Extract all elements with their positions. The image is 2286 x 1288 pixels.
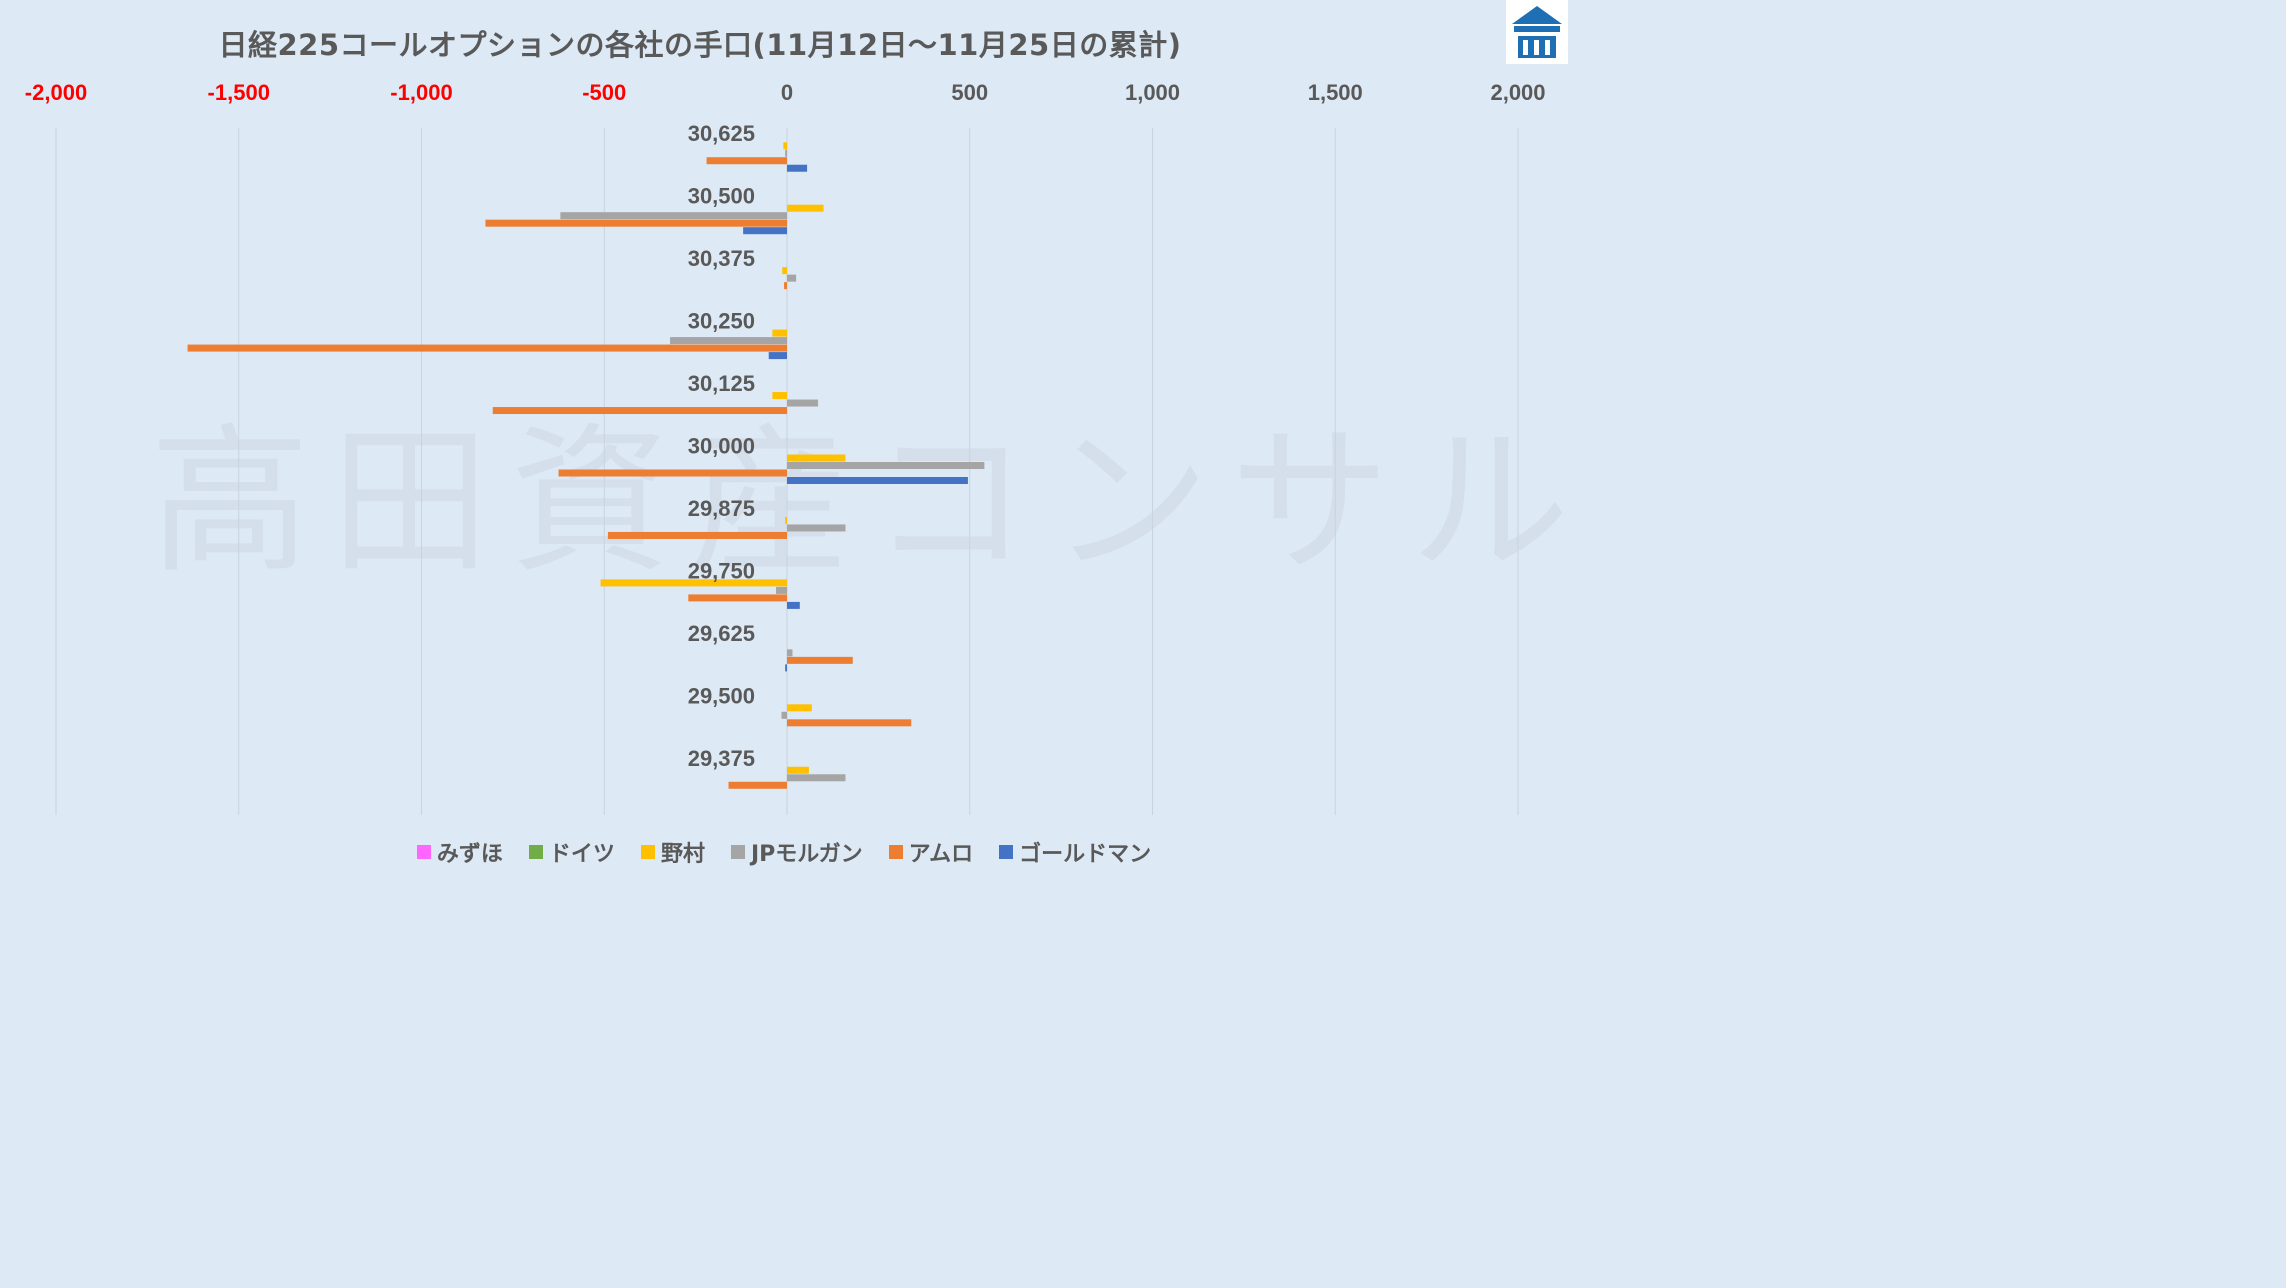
bar-野村 [783,142,787,150]
bar-JPモルガン [787,462,985,469]
legend-item: 野村 [640,836,705,868]
legend-item: みずほ [416,836,503,868]
bar-JPモルガン [787,774,846,782]
bar-JPモルガン [787,399,819,407]
bar-アムロ [558,469,787,477]
category-label: 30,250 [688,309,755,334]
x-tick-label: 0 [781,80,793,105]
bar-アムロ [784,282,787,290]
bar-野村 [787,766,809,774]
legend-swatch [730,845,745,859]
legend-swatch [999,845,1014,859]
legend-label: JPモルガン [750,842,863,867]
category-label: 29,625 [688,621,755,646]
category-label: 29,750 [688,558,755,583]
x-tick-label: -500 [582,80,626,105]
bar-ゴールドマン [785,664,787,672]
legend-label: ゴールドマン [1019,842,1152,867]
bar-JPモルガン [781,711,787,719]
legend-item: アムロ [888,836,974,868]
bar-ゴールドマン [743,227,787,235]
bar-アムロ [485,219,787,227]
bar-JPモルガン [787,524,846,532]
bar-JPモルガン [787,274,797,282]
bar-アムロ [492,407,787,415]
category-label: 30,500 [688,184,755,209]
bar-アムロ [706,157,787,165]
legend-swatch [640,845,655,859]
category-label: 29,875 [688,496,755,521]
legend-item: ドイツ [528,836,615,868]
bar-ゴールドマン [787,601,800,609]
x-tick-label: 500 [951,80,988,105]
category-label: 30,625 [688,121,755,146]
bar-アムロ [787,719,912,727]
bar-野村 [787,454,846,462]
bar-JPモルガン [560,212,787,220]
bar-JPモルガン [670,337,787,345]
bar-JPモルガン [787,649,793,657]
bar-野村 [782,267,787,275]
bar-アムロ [688,594,787,602]
chart-title: 日経225コールオプションの各社の手口(11月12日～11月25日の累計) [218,28,1182,62]
bar-野村 [772,392,787,400]
legend-label: 野村 [660,842,705,867]
takada-logo-icon [1506,0,1568,64]
bar-ゴールドマン [768,352,787,360]
bar-アムロ [187,344,787,352]
x-tick-label: 1,000 [1125,80,1180,105]
x-tick-label: -2,000 [25,80,87,105]
legend-swatch [416,845,431,859]
x-tick-label: -1,000 [390,80,452,105]
legend-item: ゴールドマン [999,836,1151,868]
bar-ゴールドマン [787,164,808,172]
category-label: 30,375 [688,246,755,271]
bar-野村 [787,704,812,712]
bar-JPモルガン [776,586,787,594]
bar-野村 [772,329,787,337]
x-tick-label: 2,000 [1490,80,1545,105]
bar-野村 [785,516,787,524]
bar-chart: -2,000 -1,500 -1,000 -500 0 500 1,000 1,500 2,00… [25,80,1546,815]
bar-アムロ [728,781,787,789]
category-label: 29,500 [688,683,755,708]
bar-ゴールドマン [787,477,968,484]
legend-label: みずほ [436,842,503,867]
bar-JPモルガン [785,149,787,157]
category-label: 29,375 [688,746,755,771]
x-tick-label: 1,500 [1308,80,1363,105]
bar-野村 [600,579,787,587]
chart-canvas: 高田資産コンサル 日経225コールオプションの各社の手口(11月12日～11月2… [0,0,1568,883]
legend-swatch [888,845,903,859]
legend-label: アムロ [908,842,974,867]
chart-legend: みずほ ドイツ 野村 JPモルガン アムロ ゴールドマン [0,836,1568,868]
legend-label: ドイツ [548,842,615,867]
legend-item: JPモルガン [730,836,863,868]
bar-野村 [787,204,824,212]
category-label: 30,125 [688,371,755,396]
legend-swatch [528,845,543,859]
category-label: 30,000 [688,434,755,459]
bar-アムロ [607,531,787,539]
x-tick-label: -1,500 [208,80,270,105]
bar-アムロ [787,656,853,664]
